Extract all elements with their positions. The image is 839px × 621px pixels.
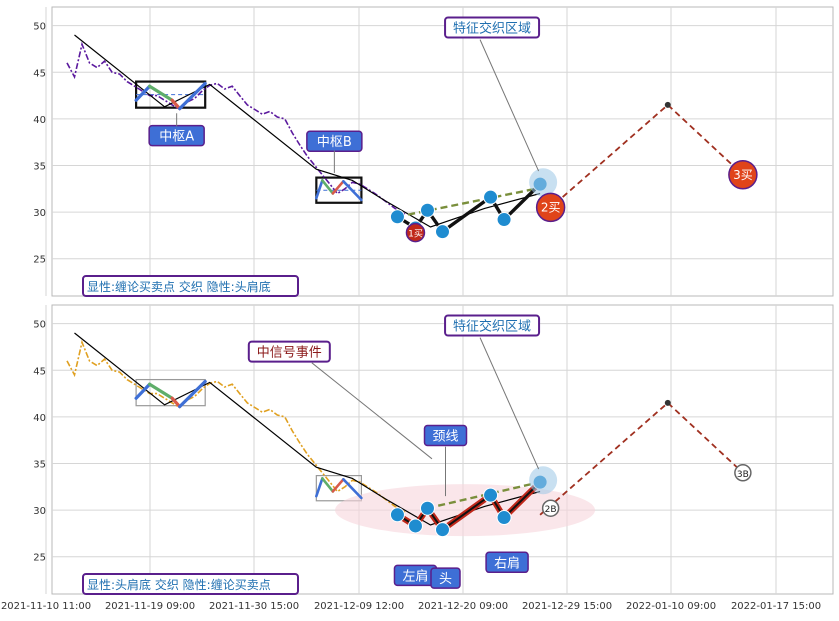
y-tick-label: 30: [33, 208, 46, 219]
bottom-zigzag: [440, 195, 493, 234]
annotation-label: 特征交织区域: [453, 319, 531, 335]
y-tick-label: 45: [33, 366, 46, 377]
key-point: [419, 500, 435, 516]
y-tick-label: 25: [33, 553, 46, 564]
pointer-arrow: [311, 362, 433, 460]
annotation-label: 中枢A: [159, 130, 194, 145]
marker-label: 3买: [733, 168, 753, 182]
pivot-segment: [331, 478, 345, 493]
annotation-label: 中枢B: [317, 135, 352, 150]
footer-box: [82, 275, 299, 297]
pivot-segment: [134, 382, 152, 400]
pivot-box-faint-0: [135, 378, 206, 407]
x-tick-label: 2021-12-09 12:00: [314, 601, 404, 612]
forecast-peak: [664, 101, 671, 108]
annotation-label: 左肩: [402, 568, 428, 584]
x-tick-label: 2021-12-20 09:00: [418, 601, 508, 612]
annotation-box: [444, 314, 541, 337]
footer-box: [82, 573, 299, 595]
key-point: [496, 510, 512, 526]
y-tick-label: 25: [33, 255, 46, 266]
annotation-label: 中信号事件: [257, 346, 322, 361]
marker-1: [535, 192, 566, 223]
key-point: [407, 518, 423, 534]
annotation-box: [430, 567, 461, 589]
marker-label: 3B: [737, 470, 749, 480]
x-tick-label: 2021-12-29 15:00: [522, 601, 612, 612]
x-tick-label: 2022-01-17 15:00: [731, 601, 821, 612]
pivot-segment: [170, 98, 182, 111]
intersect-highlight: [529, 466, 558, 495]
y-tick-label: 30: [33, 506, 46, 517]
bottom-frame: [51, 304, 834, 595]
x-tick-label: 2021-11-10 11:00: [1, 601, 91, 612]
intersect-highlight: [529, 168, 558, 197]
pointer-arrow: [479, 337, 540, 470]
key-point: [435, 522, 450, 538]
key-point: [389, 507, 405, 523]
key-point: [496, 212, 512, 228]
pivot-segment: [148, 382, 174, 400]
y-tick-label: 45: [33, 68, 46, 79]
pivot-segment: [178, 81, 207, 111]
marker-label: 2买: [541, 200, 561, 214]
key-point: [483, 487, 499, 503]
key-point: [419, 202, 435, 218]
y-tick-label: 50: [33, 320, 46, 331]
pivot-segment: [342, 478, 363, 500]
top-frame: [51, 6, 834, 297]
y-tick-label: 40: [33, 413, 46, 424]
annotation-box: [423, 424, 468, 447]
pivot-segment: [321, 179, 335, 195]
pivot-segment: [331, 180, 345, 195]
pivot-segment: [148, 84, 174, 102]
annotation-label: 特征交织区域: [453, 21, 531, 37]
x-tick-label: 2021-11-30 15:00: [209, 601, 299, 612]
pivot-segment: [315, 179, 324, 200]
marker-label: 1买: [408, 229, 423, 240]
marker-1: [734, 464, 752, 482]
forecast-peak: [664, 399, 671, 406]
x-tick-label: 2021-11-19 09:00: [105, 601, 195, 612]
y-tick-label: 40: [33, 115, 46, 126]
pivot-box-faint-1: [315, 475, 362, 502]
pivot-segment: [315, 477, 324, 498]
y-tick-label: 35: [33, 459, 46, 470]
annotation-label: 颈线: [432, 430, 458, 445]
key-point: [389, 209, 405, 225]
annotation-box: [444, 16, 541, 39]
pivot-segment: [134, 84, 152, 102]
pointer-arrow: [479, 39, 540, 172]
annotation-box: [485, 551, 529, 574]
marker-label: 2B: [545, 505, 557, 515]
pivot-segment: [170, 396, 182, 409]
annotation-label: 头: [439, 572, 452, 587]
marker-0: [405, 222, 426, 243]
y-tick-label: 35: [33, 161, 46, 172]
annotation-label: 右肩: [494, 555, 520, 571]
marker-0: [541, 499, 560, 517]
bottom-zigzag-core: [441, 494, 492, 531]
y-tick-label: 50: [33, 22, 46, 33]
footer-label: 显性:缠论买卖点 交织 隐性:头肩底: [87, 279, 271, 294]
annotation-box: [247, 340, 331, 363]
pivot-segment: [321, 477, 335, 493]
key-point: [483, 189, 499, 205]
x-tick-label: 2022-01-10 09:00: [626, 601, 716, 612]
pivot-segment: [342, 180, 363, 202]
footer-label: 显性:头肩底 交织 隐性:缠论买卖点: [87, 577, 271, 592]
marker-2: [728, 160, 758, 190]
pivot-segment: [178, 379, 207, 409]
key-point: [435, 224, 450, 240]
